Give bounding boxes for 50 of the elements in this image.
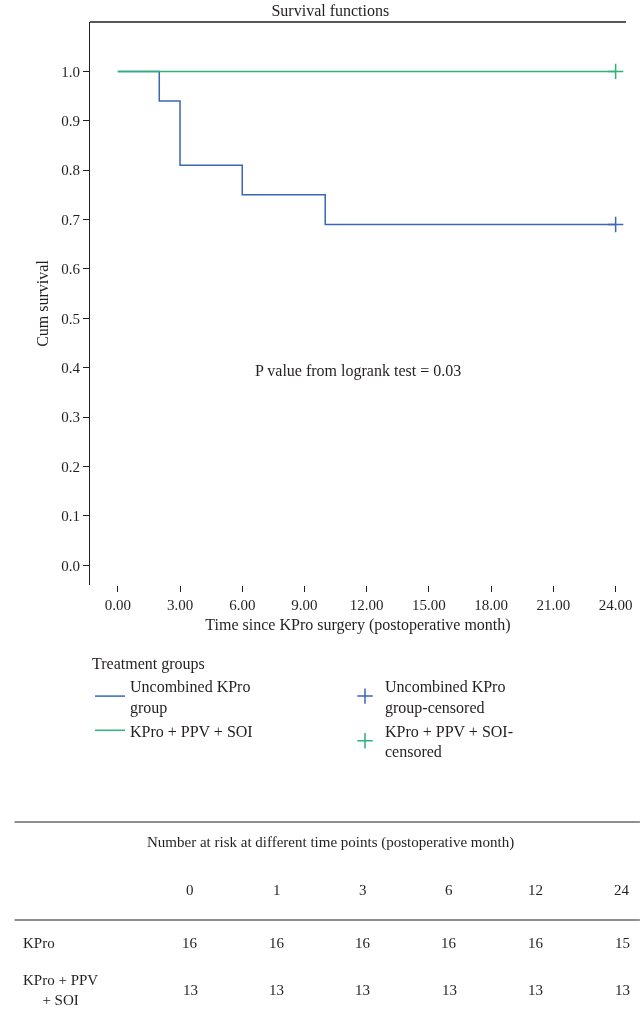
x-tick-label: 0.00 (104, 597, 131, 613)
data-label: 13 (442, 982, 457, 998)
x-tick-label: 21.00 (536, 597, 571, 613)
legend-title: Treatment groups (92, 654, 205, 673)
data-label: 13 (528, 982, 543, 998)
data-label: 16 (269, 935, 285, 951)
legend-label: Uncombined KPro group (130, 677, 251, 717)
x-tick-label: 18.00 (474, 597, 509, 613)
x-tick-label: 3.00 (166, 597, 194, 613)
chart-title: Survival functions (271, 1, 390, 19)
y-tick-label: 0.6 (61, 261, 81, 278)
data-label: 16 (528, 935, 544, 951)
x-tick-label: 24.00 (598, 597, 633, 613)
annotation: P value from logrank test = 0.03 (255, 362, 462, 380)
data-label: 13 (269, 982, 284, 998)
y-tick-label: 0.9 (61, 113, 80, 130)
y-tick-label: 0.8 (61, 162, 80, 179)
y-tick-label: 0.3 (61, 409, 80, 426)
data-label: 13 (355, 982, 370, 998)
data-label: 16 (182, 935, 198, 951)
category-label: 0 (186, 882, 194, 898)
text: Number at risk at different time points (postoperative month) (147, 834, 515, 851)
x-tick-label: 12.00 (349, 597, 384, 613)
y-tick-label: 0.4 (61, 359, 81, 376)
y-tick-label: 0.5 (61, 310, 80, 327)
data-label: 16 (441, 935, 457, 951)
y-tick-label: 0.0 (61, 557, 80, 574)
x-tick-label: 6.00 (229, 597, 256, 613)
category-label: 12 (528, 882, 543, 898)
x-axis-title: Time since KPro surgery (postoperative month) (205, 615, 511, 634)
data-label: 13 (615, 982, 630, 998)
legend-label: KPro + PPV + SOI (130, 722, 253, 740)
text: KPro (23, 935, 55, 951)
x-tick-label: 9.00 (291, 597, 318, 613)
y-tick-label: 0.2 (61, 458, 80, 475)
legend-label: KPro + PPV + SOI-censored (385, 722, 513, 761)
category-label: 3 (359, 882, 367, 898)
category-label: 6 (445, 882, 453, 898)
text: KPro + PPV + SOI (23, 972, 99, 1008)
y-tick-label: 0.7 (61, 211, 81, 228)
x-tick-label: 15.00 (412, 597, 446, 613)
data-label: 15 (615, 935, 630, 951)
category-label: 1 (273, 882, 281, 898)
y-axis-title: Cum survival (34, 259, 52, 347)
category-label: 24 (614, 882, 630, 898)
data-label: 16 (355, 935, 371, 951)
y-tick-label: 0.1 (61, 508, 80, 525)
y-tick-label: 1.0 (61, 63, 80, 80)
data-label: 13 (183, 982, 198, 998)
legend-label: Uncombined KPro group-censored (385, 677, 506, 717)
